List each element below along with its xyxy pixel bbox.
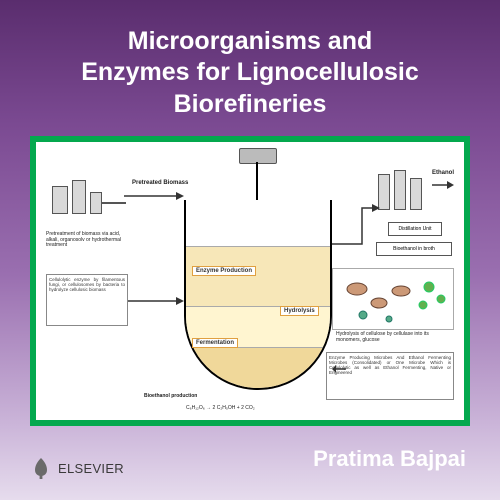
hydrolysis-note: Hydrolysis of cellulose by cellulase int…	[336, 332, 454, 344]
arrow-to-vessel	[124, 190, 184, 202]
equation-caption: C₆H₁₂O₆ → 2 C₂H₅OH + 2 CO₂	[186, 406, 255, 412]
layer-fermentation	[186, 348, 330, 388]
bioreactor-vessel	[184, 200, 332, 390]
microbe-illustration	[332, 268, 454, 330]
ethanol-label: Ethanol	[432, 170, 454, 176]
arrow-vessel-to-dist	[332, 204, 380, 248]
fermentation-label: Fermentation	[192, 338, 238, 348]
cellulolytic-box: Cellulolytic enzyme by filamentous fungi…	[46, 274, 128, 326]
title-line-1: Microorganisms and	[128, 27, 373, 55]
diagram-frame: Pretreatment of biomass via acid, alkali…	[30, 136, 470, 426]
microbes-box: Enzyme Producing Microbes And Ethanol Fe…	[326, 352, 454, 400]
enzyme-label: Enzyme Production	[192, 266, 256, 276]
distillation-label: Distillation Unit	[388, 222, 442, 236]
stirrer-motor	[239, 148, 277, 164]
publisher-block: ELSEVIER	[30, 456, 124, 480]
publisher-name: ELSEVIER	[58, 461, 124, 476]
pretreatment-caption: Pretreatment of biomass via acid, alkali…	[46, 232, 132, 249]
elsevier-tree-icon	[30, 456, 52, 480]
diagram: Pretreatment of biomass via acid, alkali…	[36, 142, 464, 420]
title-line-2: Enzymes for Lignocellulosic	[81, 58, 419, 86]
title-line-3: Biorefineries	[174, 90, 327, 118]
pretreatment-plant	[46, 172, 126, 232]
book-title: Microorganisms and Enzymes for Lignocell…	[30, 26, 470, 120]
bioethanol-caption: Bioethanol production	[144, 394, 197, 400]
pretreated-biomass-label: Pretreated Biomass	[132, 180, 188, 186]
author-name: Pratima Bajpai	[313, 446, 466, 472]
book-cover: Microorganisms and Enzymes for Lignocell…	[0, 0, 500, 500]
bioethanol-broth-label: Bioethanol in broth	[376, 242, 452, 256]
arrow-right-to-vessel	[332, 362, 346, 376]
layer-enzyme	[186, 246, 330, 306]
hydrolysis-label: Hydrolysis	[280, 306, 319, 316]
arrow-left-to-vessel	[128, 296, 184, 306]
arrow-ethanol-out	[432, 180, 454, 190]
